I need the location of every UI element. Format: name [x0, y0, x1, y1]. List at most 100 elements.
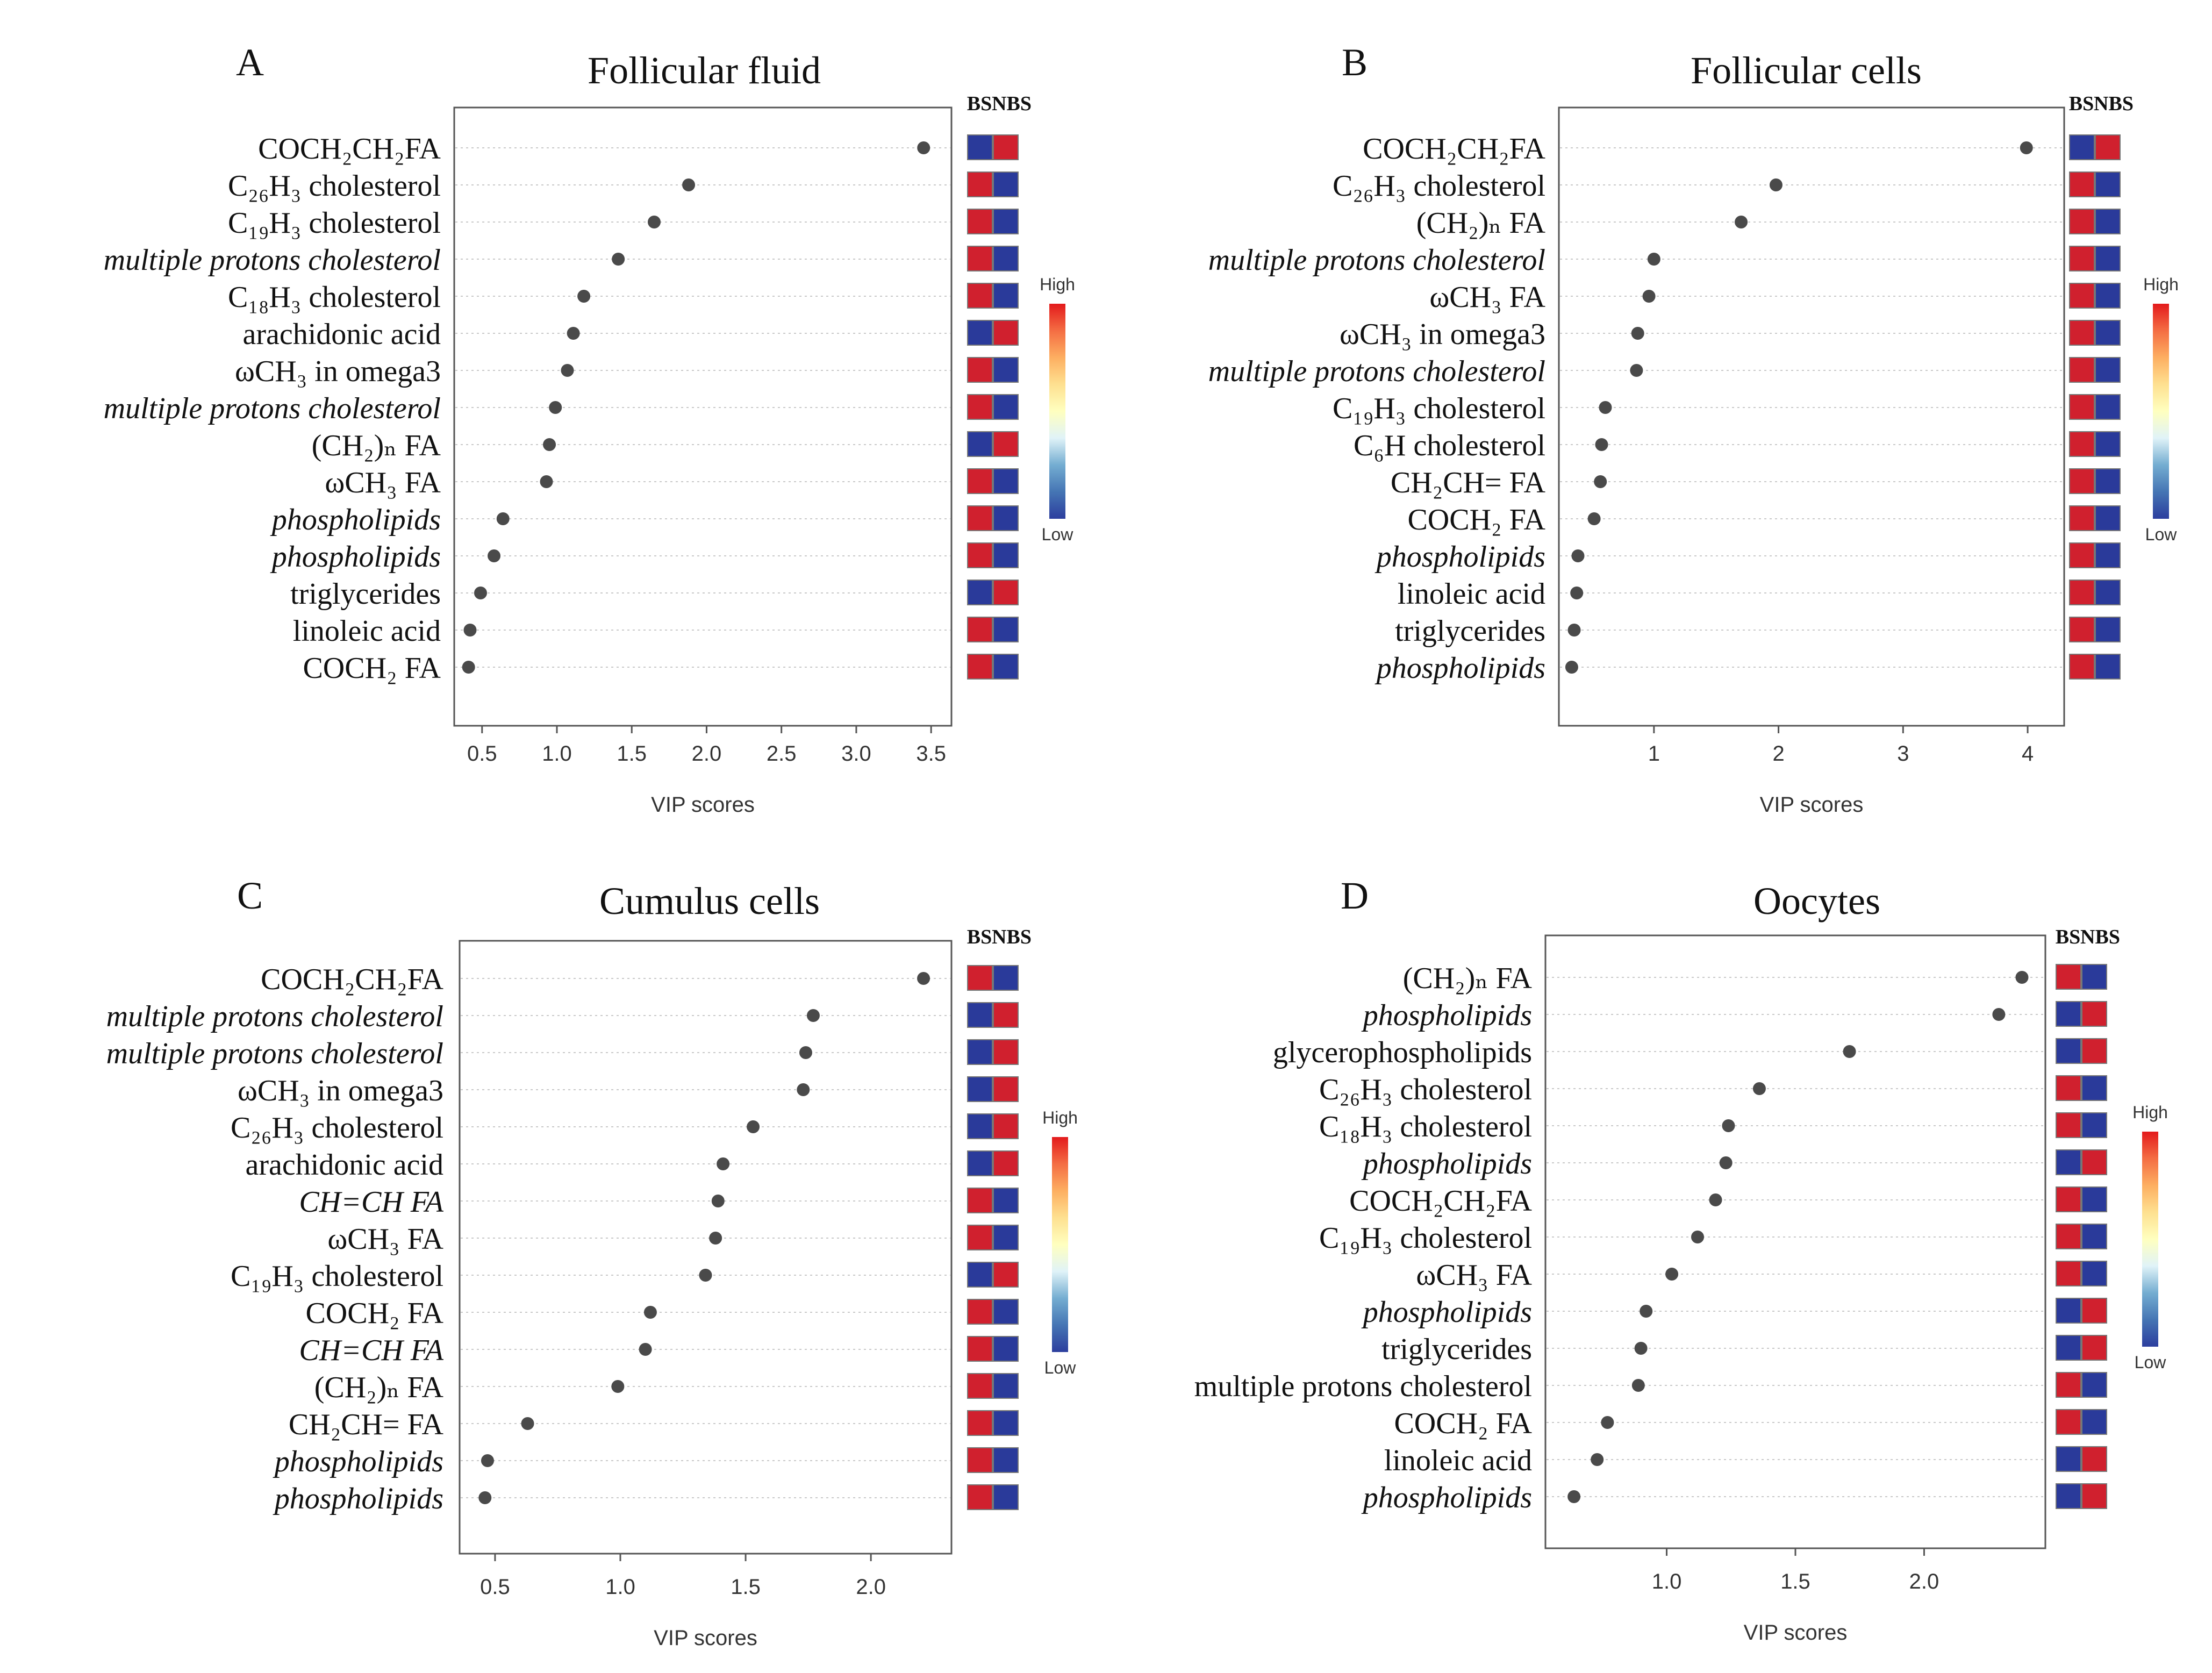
nbs-heat-cell: [2081, 1372, 2107, 1398]
bs-heat-cell: [967, 580, 993, 605]
nbs-heat-cell: [993, 1076, 1019, 1102]
row-label: phospholipids: [270, 503, 441, 537]
bs-heat-cell: [967, 1447, 993, 1473]
bs-heat-cell: [967, 1262, 993, 1288]
vip-point: [682, 178, 696, 191]
nbs-column-header: NBS: [992, 92, 1032, 115]
row-label: COCH₂ FA: [1407, 503, 1545, 537]
nbs-heat-cell: [2095, 320, 2121, 346]
vip-point: [643, 1306, 657, 1319]
row-label: (CH₂)ₙ FA: [1403, 962, 1533, 995]
bs-heat-cell: [967, 1299, 993, 1325]
row-label: ωCH₃ FA: [1416, 1259, 1532, 1292]
bs-heat-cell: [2069, 617, 2095, 642]
x-axis-label: VIP scores: [1744, 1621, 1848, 1645]
row-label: C₆H cholesterol: [1354, 429, 1545, 462]
bs-heat-cell: [2056, 1112, 2081, 1138]
bs-heat-cell: [2069, 468, 2095, 494]
nbs-heat-cell: [993, 283, 1019, 309]
row-label: multiple protons cholesterol: [1208, 355, 1545, 388]
x-tick-label: 0.5: [467, 742, 497, 766]
nbs-heat-cell: [2081, 1335, 2107, 1361]
panel-title: Follicular cells: [1691, 49, 1922, 92]
bs-heat-cell: [967, 1336, 993, 1362]
bs-heat-cell: [967, 134, 993, 160]
vip-point: [699, 1269, 712, 1282]
nbs-heat-cell: [993, 1225, 1019, 1250]
nbs-heat-cell: [2095, 357, 2121, 383]
legend-low-label: Low: [1044, 1358, 1077, 1377]
x-tick-label: 3.0: [841, 742, 871, 766]
bs-column-header: BS: [967, 926, 992, 948]
nbs-heat-cell: [2095, 209, 2121, 234]
x-tick-label: 3: [1897, 742, 1909, 766]
bs-heat-cell: [967, 246, 993, 271]
bs-heat-cell: [2056, 1409, 2081, 1435]
nbs-heat-cell: [2081, 1409, 2107, 1435]
row-label: ωCH₃ FA: [1429, 281, 1545, 314]
row-label: multiple protons cholesterol: [106, 1037, 443, 1070]
nbs-heat-cell: [2095, 542, 2121, 568]
bs-heat-cell: [967, 431, 993, 457]
nbs-heat-cell: [993, 1150, 1019, 1176]
row-label: CH=CH FA: [299, 1185, 443, 1219]
x-tick-label: 1.0: [1652, 1570, 1682, 1593]
bs-heat-cell: [967, 209, 993, 234]
row-label: (CH₂)ₙ FA: [314, 1371, 444, 1404]
bs-heat-cell: [2056, 1075, 2081, 1101]
row-label: phospholipids: [1361, 1147, 1532, 1181]
bs-column-header: BS: [2056, 926, 2080, 948]
bs-heat-cell: [2069, 542, 2095, 568]
vip-point: [1565, 661, 1578, 674]
x-tick-label: 2.0: [1909, 1570, 1939, 1593]
row-label: phospholipids: [1361, 999, 1532, 1032]
vip-point: [462, 661, 475, 674]
nbs-heat-cell: [993, 1410, 1019, 1436]
vip-point: [1595, 438, 1608, 451]
legend-low-label: Low: [2135, 1353, 2167, 1372]
x-tick-label: 2.0: [856, 1575, 886, 1599]
row-label: C₂₆H₃ cholesterol: [1333, 169, 1545, 203]
row-label: linoleic acid: [1398, 577, 1545, 611]
bs-heat-cell: [2069, 171, 2095, 197]
vip-point: [799, 1046, 812, 1059]
nbs-heat-cell: [2095, 283, 2121, 309]
bs-heat-cell: [2056, 1261, 2081, 1286]
nbs-heat-cell: [2081, 1224, 2107, 1249]
row-label: C₁₈H₃ cholesterol: [1319, 1110, 1532, 1143]
bs-heat-cell: [2056, 1038, 2081, 1064]
bs-heat-cell: [967, 1076, 993, 1102]
bs-heat-cell: [967, 1039, 993, 1065]
row-label: ωCH₃ in omega3: [235, 355, 441, 388]
vip-point: [478, 1491, 492, 1504]
row-label: phospholipids: [1375, 652, 1545, 685]
bs-heat-cell: [2069, 394, 2095, 420]
bs-heat-cell: [2069, 505, 2095, 531]
vip-point: [711, 1195, 725, 1207]
x-tick-label: 1.5: [731, 1575, 761, 1599]
bs-heat-cell: [967, 617, 993, 642]
row-label: (CH₂)ₙ FA: [312, 429, 441, 462]
bs-heat-cell: [967, 1484, 993, 1510]
row-label: COCH₂CH₂FA: [1363, 132, 1545, 166]
bs-heat-cell: [967, 1188, 993, 1213]
nbs-heat-cell: [2095, 505, 2121, 531]
panel-letter: A: [236, 41, 264, 84]
bs-heat-cell: [2056, 1372, 2081, 1398]
vip-point: [561, 364, 574, 377]
vip-point: [1665, 1268, 1679, 1281]
nbs-heat-cell: [993, 1002, 1019, 1028]
vip-point: [709, 1232, 722, 1245]
bs-heat-cell: [2069, 320, 2095, 346]
vip-point: [1631, 327, 1644, 340]
x-tick-label: 2.5: [767, 742, 797, 766]
row-label: arachidonic acid: [243, 318, 441, 351]
nbs-heat-cell: [993, 1373, 1019, 1399]
row-label: COCH₂ FA: [303, 652, 441, 685]
nbs-heat-cell: [993, 1484, 1019, 1510]
bs-heat-cell: [2069, 580, 2095, 605]
bs-column-header: BS: [2069, 92, 2094, 115]
nbs-heat-cell: [993, 171, 1019, 197]
nbs-heat-cell: [993, 1039, 1019, 1065]
